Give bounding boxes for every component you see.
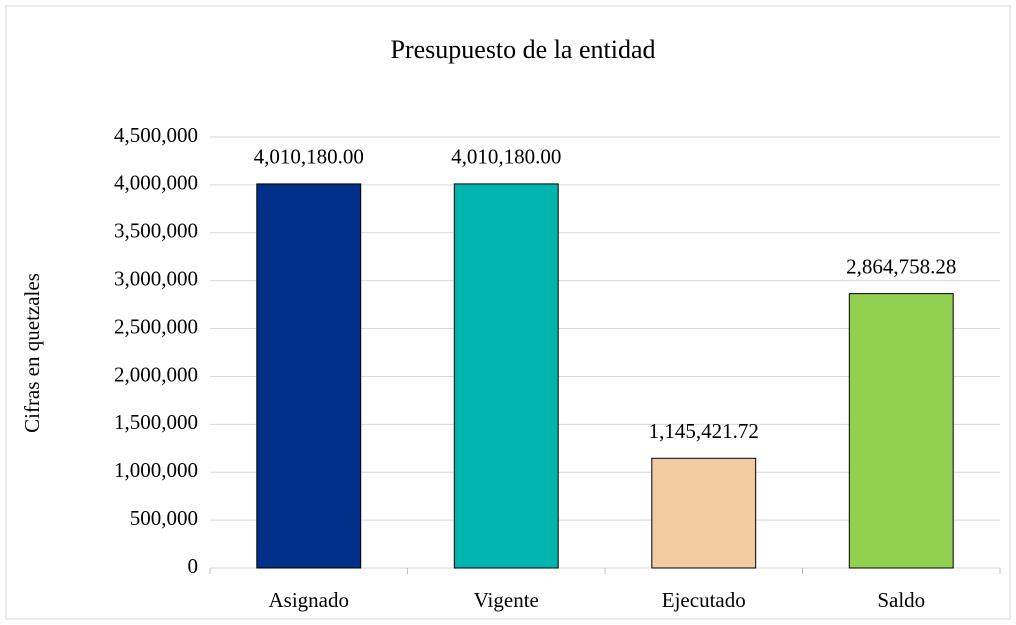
y-tick-label: 500,000 bbox=[130, 506, 198, 530]
data-label: 2,864,758.28 bbox=[846, 254, 956, 278]
y-tick-label: 4,500,000 bbox=[114, 123, 198, 147]
y-tick-label: 3,000,000 bbox=[114, 266, 198, 290]
data-label: 4,010,180.00 bbox=[451, 145, 561, 169]
y-tick-label: 0 bbox=[188, 554, 199, 578]
bar bbox=[651, 457, 757, 569]
bar bbox=[848, 293, 954, 569]
bar bbox=[256, 183, 362, 569]
y-tick-label: 3,500,000 bbox=[114, 219, 198, 243]
y-tick-label: 2,000,000 bbox=[114, 362, 198, 386]
x-tick-label: Saldo bbox=[877, 588, 925, 612]
x-tick-label: Asignado bbox=[269, 588, 350, 612]
x-tick-label: Vigente bbox=[474, 588, 539, 612]
data-label: 1,145,421.72 bbox=[649, 419, 759, 443]
y-axis-label: Cifras en quetzales bbox=[20, 273, 44, 433]
chart-title: Presupuesto de la entidad bbox=[391, 35, 656, 64]
x-tick-label: Ejecutado bbox=[662, 588, 746, 612]
bar bbox=[453, 183, 559, 569]
y-tick-label: 1,000,000 bbox=[114, 458, 198, 482]
y-tick-label: 1,500,000 bbox=[114, 410, 198, 434]
y-tick-label: 2,500,000 bbox=[114, 314, 198, 338]
data-label: 4,010,180.00 bbox=[254, 145, 364, 169]
y-tick-label: 4,000,000 bbox=[114, 171, 198, 195]
